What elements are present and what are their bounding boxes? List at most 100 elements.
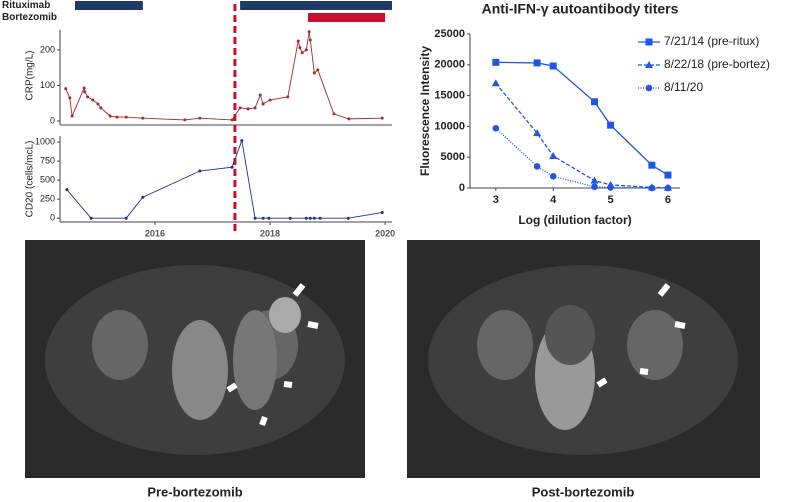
point	[96, 102, 100, 106]
y-tick-label: 15000	[434, 90, 465, 102]
point	[296, 39, 300, 43]
point	[380, 116, 384, 120]
point	[99, 106, 103, 110]
y-tick-label: 5000	[441, 151, 465, 163]
marker	[590, 176, 599, 184]
point	[141, 116, 145, 120]
y-axis-label: Fluorescence Intensity	[418, 46, 432, 176]
point	[115, 115, 119, 119]
mri-pre	[25, 240, 365, 478]
point	[124, 216, 128, 220]
caption: Post-bortezomib	[532, 484, 635, 499]
y-tick-label: 0	[50, 213, 55, 223]
point	[308, 216, 312, 220]
point	[261, 216, 265, 220]
point	[307, 30, 311, 34]
x-tick-label: 6	[665, 194, 671, 206]
marker	[664, 184, 672, 192]
marker	[607, 121, 615, 129]
point	[238, 106, 242, 110]
point	[108, 114, 112, 118]
point	[347, 117, 351, 121]
point	[286, 95, 290, 99]
marker	[492, 58, 500, 66]
caption: Pre-bortezomib	[147, 484, 242, 499]
point	[64, 87, 68, 91]
point	[258, 93, 262, 97]
y-tick-label: 0	[50, 115, 55, 125]
y-axis-label: CRP(mg/L)	[25, 50, 36, 100]
point	[240, 139, 244, 143]
point	[82, 86, 86, 90]
point	[261, 102, 265, 106]
x-tick-label: 5	[608, 194, 614, 206]
point	[124, 115, 128, 119]
treatment-label: Bortezomib	[2, 12, 57, 23]
legend-label: 7/21/14 (pre-ritux)	[664, 34, 759, 48]
point	[332, 112, 336, 116]
data-line	[495, 82, 668, 189]
marker	[533, 59, 541, 67]
y-tick-label: 500	[40, 175, 55, 185]
y-tick-label: 25000	[434, 28, 465, 40]
marker	[549, 172, 557, 180]
point	[230, 118, 234, 122]
point	[68, 96, 72, 100]
point	[316, 68, 320, 72]
point	[198, 169, 202, 173]
point	[246, 107, 250, 111]
marker	[664, 171, 672, 179]
marker	[645, 61, 653, 68]
marker	[492, 124, 500, 132]
chart-title: Anti-IFN-γ autoantibody titers	[482, 1, 679, 17]
x-tick-label: 2020	[375, 228, 395, 238]
data-line	[66, 138, 383, 219]
marker	[533, 129, 542, 137]
marker	[648, 161, 656, 169]
y-tick-label: 100	[40, 80, 55, 90]
data-line	[65, 31, 383, 121]
point	[65, 188, 69, 192]
point	[70, 114, 74, 118]
legend-label: 8/11/20	[664, 80, 703, 94]
point	[91, 98, 95, 102]
treatment-bar	[74, 1, 143, 10]
mri-post	[407, 240, 760, 478]
marker	[607, 184, 614, 191]
point	[380, 210, 384, 214]
point	[198, 116, 202, 120]
x-tick-label: 3	[493, 194, 499, 206]
point	[83, 90, 87, 94]
x-tick-label: 2018	[260, 228, 280, 238]
marker	[648, 184, 656, 192]
point	[253, 216, 257, 220]
point	[288, 216, 292, 220]
point	[86, 95, 90, 99]
point	[298, 46, 302, 50]
point	[346, 216, 350, 220]
point	[253, 106, 257, 110]
treatment-label: Rituximab	[2, 0, 50, 11]
point	[308, 38, 312, 42]
marker	[591, 183, 598, 191]
point	[318, 216, 322, 220]
y-tick-label: 0	[459, 182, 465, 194]
marker	[549, 62, 557, 70]
point	[230, 165, 234, 169]
x-axis-label: Log (dilution factor)	[518, 213, 631, 227]
point	[267, 216, 271, 220]
y-tick-label: 750	[40, 155, 55, 165]
marker	[645, 84, 653, 92]
x-tick-label: 2016	[145, 228, 165, 238]
point	[300, 51, 304, 55]
point	[304, 216, 308, 220]
point	[304, 48, 308, 52]
marker	[645, 38, 653, 46]
marker	[491, 79, 500, 87]
x-tick-label: 4	[550, 194, 557, 206]
point	[268, 98, 272, 102]
y-axis-label: CD20 (cells/mcL)	[25, 141, 36, 218]
data-line	[495, 127, 668, 189]
marker	[533, 163, 541, 170]
